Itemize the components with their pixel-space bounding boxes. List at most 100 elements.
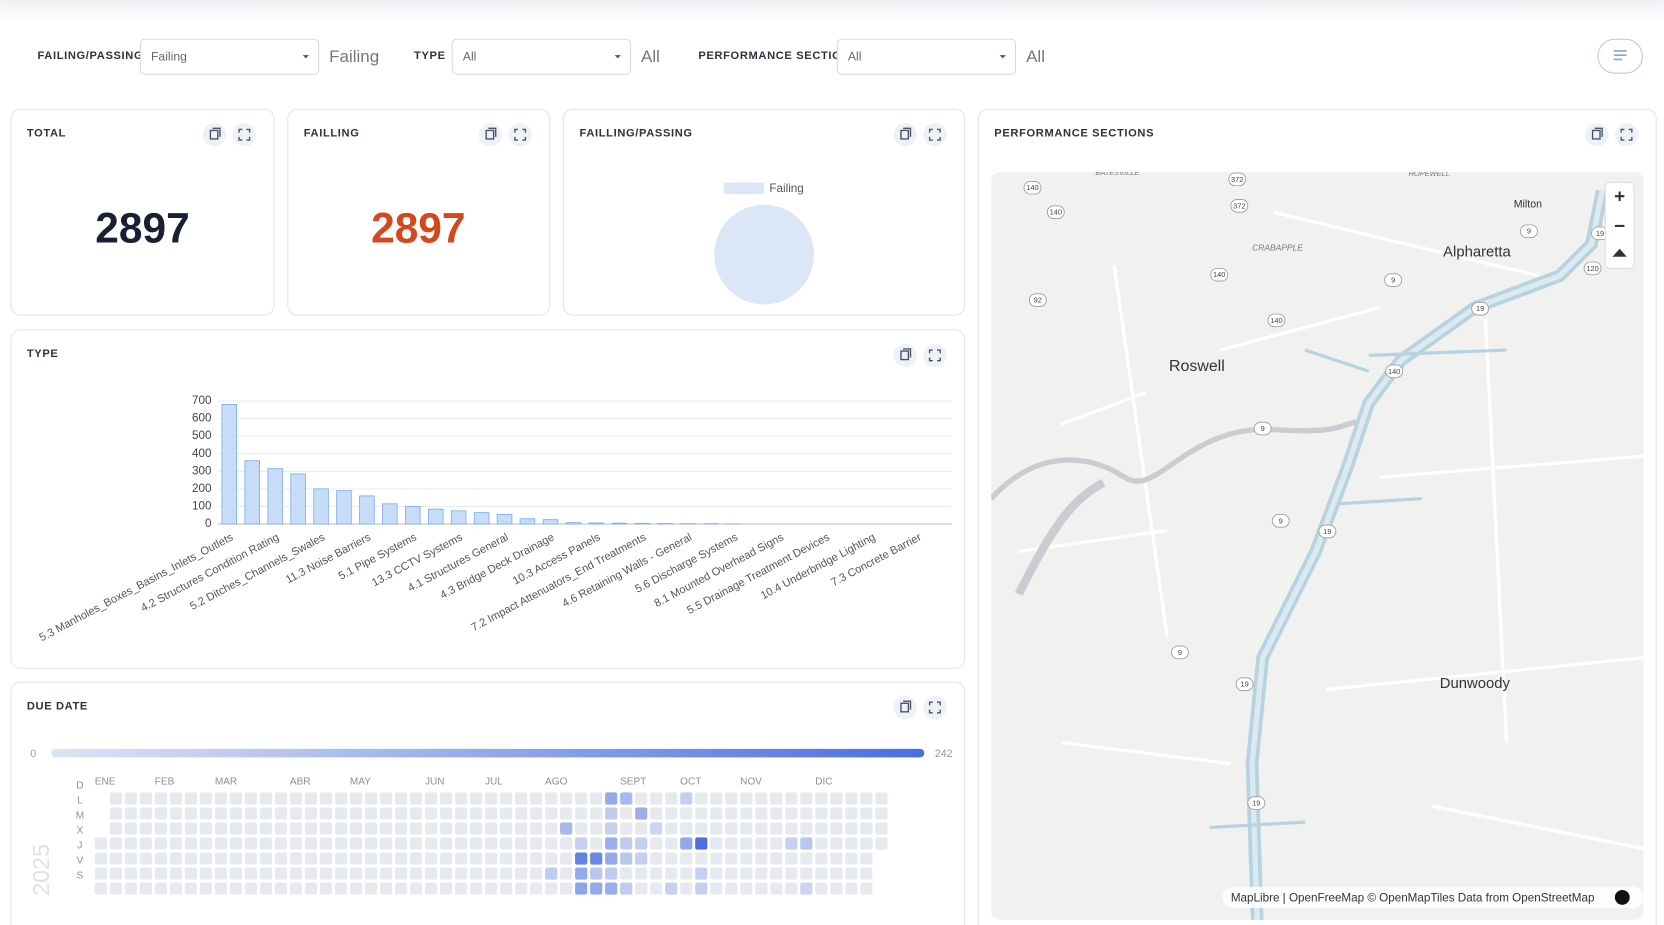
reset-button[interactable]: [1597, 38, 1643, 74]
legend-label: Failing: [769, 182, 803, 195]
day-cell: [409, 792, 423, 805]
copy-button[interactable]: [893, 695, 917, 720]
day-cell: [620, 837, 633, 850]
day-cell: [334, 807, 348, 820]
month-label: JUL: [485, 776, 503, 787]
day-cell: [485, 807, 498, 820]
day-cell: [154, 837, 167, 850]
copy-button[interactable]: [1585, 123, 1609, 147]
day-cell: [379, 837, 393, 850]
day-cell: [184, 822, 198, 835]
day-cell: [439, 822, 453, 835]
month-label: OCT: [680, 776, 701, 787]
day-cell: [830, 882, 843, 895]
day-cell: [815, 792, 828, 805]
filter-select[interactable]: [139, 38, 320, 75]
day-cell: [530, 822, 543, 835]
map-info-button[interactable]: [1614, 889, 1630, 905]
day-cell: [875, 792, 888, 805]
card-title: FAILLING: [304, 128, 360, 140]
expand-button[interactable]: [232, 123, 256, 147]
day-cell: [139, 867, 152, 880]
day-cell: [485, 822, 498, 835]
day-cell: [530, 837, 543, 850]
month-label: DIC: [815, 776, 832, 787]
day-cell: [424, 792, 438, 805]
day-cell: [394, 882, 408, 895]
map-shield: [1267, 313, 1286, 328]
day-cell: [635, 807, 648, 820]
day-cell: [364, 867, 378, 880]
map-shield-label: 140: [1388, 367, 1400, 376]
day-cell: [289, 822, 303, 835]
day-cell: [424, 822, 438, 835]
day-cell: [109, 822, 122, 835]
day-cell: [139, 852, 152, 865]
day-label: L: [77, 795, 83, 806]
day-cell: [785, 867, 798, 880]
day-cell: [289, 882, 303, 895]
day-cell: [454, 837, 468, 850]
filter-select[interactable]: [451, 38, 631, 75]
expand-button[interactable]: [923, 695, 947, 720]
day-cell: [725, 852, 738, 865]
expand-button[interactable]: [1614, 123, 1639, 147]
bar: [221, 404, 238, 525]
day-cell: [860, 822, 873, 835]
day-cell: [500, 792, 513, 805]
expand-button[interactable]: [508, 123, 532, 147]
map-shield-label: 9: [1391, 276, 1395, 285]
day-cell: [319, 837, 333, 850]
day-cell: [364, 837, 378, 850]
day-cell: [259, 792, 273, 805]
copy-button[interactable]: [202, 123, 227, 147]
day-cell: [485, 867, 498, 880]
day-cell: [334, 852, 348, 865]
day-cell: [515, 837, 528, 850]
zoom-in-icon: [1614, 191, 1625, 202]
day-cell: [575, 852, 588, 865]
day-cell: [229, 807, 243, 820]
day-cell: [830, 852, 843, 865]
day-cell: [485, 882, 498, 895]
day-cell: [424, 867, 438, 880]
day-cell: [500, 852, 513, 865]
select-caret: [302, 55, 310, 59]
expand-button[interactable]: [923, 343, 947, 368]
day-cell: [379, 807, 393, 820]
kpi-value: 2897: [371, 204, 465, 251]
bar: [427, 508, 444, 525]
day-cell: [334, 837, 348, 850]
day-cell: [485, 792, 498, 805]
day-cell: [289, 807, 303, 820]
day-cell: [515, 792, 528, 805]
day-cell: [830, 822, 843, 835]
day-cell: [169, 807, 183, 820]
expand-button[interactable]: [923, 123, 947, 147]
filter-select[interactable]: [836, 38, 1017, 75]
month-label: MAY: [350, 776, 371, 787]
y-tick-label: 300: [192, 464, 212, 477]
day-cell: [740, 807, 753, 820]
day-cell: [785, 792, 798, 805]
day-cell: [470, 822, 483, 835]
day-cell: [755, 792, 768, 805]
kpi-value: 2897: [95, 204, 189, 251]
day-cell: [454, 867, 468, 880]
day-cell: [875, 837, 888, 850]
day-cell: [575, 822, 588, 835]
day-cell: [860, 852, 873, 865]
day-cell: [154, 792, 167, 805]
copy-button[interactable]: [478, 123, 503, 147]
day-cell: [590, 867, 603, 880]
day-label: S: [77, 870, 84, 881]
map-place: Alpharetta: [1443, 244, 1511, 260]
day-cell: [665, 867, 678, 880]
day-cell: [785, 807, 798, 820]
copy-button[interactable]: [893, 123, 917, 147]
visual-range: [51, 748, 925, 758]
map-shield: [1171, 645, 1189, 660]
map-road: [1272, 210, 1539, 278]
map-shield: [1023, 180, 1042, 195]
copy-button[interactable]: [893, 343, 917, 368]
